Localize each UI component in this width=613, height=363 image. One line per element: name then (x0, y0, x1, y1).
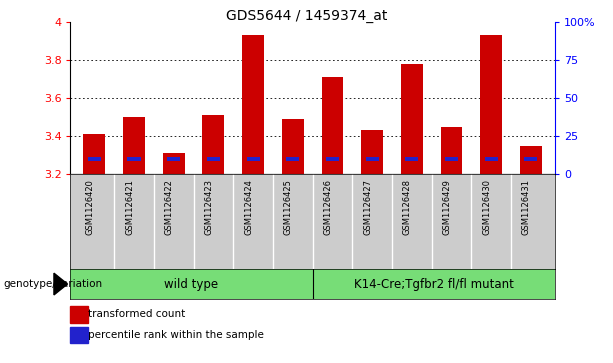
Bar (365, 157, 379, 161)
Bar (441, 127, 462, 174)
Bar (202, 115, 224, 174)
Text: genotype/variation: genotype/variation (3, 279, 102, 289)
Bar (88, 157, 101, 161)
Bar (445, 157, 458, 161)
Text: GSM1126424: GSM1126424 (244, 179, 253, 235)
Bar (282, 119, 303, 174)
Text: GSM1126423: GSM1126423 (204, 179, 213, 235)
Text: GDS5644 / 1459374_at: GDS5644 / 1459374_at (226, 9, 387, 23)
Bar (524, 157, 538, 161)
Text: transformed count: transformed count (88, 309, 185, 319)
Bar (405, 157, 419, 161)
Text: GSM1126429: GSM1126429 (443, 179, 452, 235)
Bar (401, 64, 423, 174)
Bar (242, 35, 264, 174)
Text: GSM1126421: GSM1126421 (125, 179, 134, 235)
Bar (123, 117, 145, 174)
Bar (286, 157, 299, 161)
Bar (326, 157, 339, 161)
Bar (70, 306, 88, 323)
Text: percentile rank within the sample: percentile rank within the sample (88, 330, 264, 340)
Bar (163, 153, 185, 174)
Bar (70, 327, 88, 343)
Text: GSM1126428: GSM1126428 (403, 179, 412, 235)
Bar (246, 157, 260, 161)
Bar (128, 157, 140, 161)
Bar (361, 130, 383, 174)
Text: GSM1126431: GSM1126431 (522, 179, 531, 235)
Text: K14-Cre;Tgfbr2 fl/fl mutant: K14-Cre;Tgfbr2 fl/fl mutant (354, 278, 514, 290)
Bar (322, 77, 343, 174)
Text: wild type: wild type (164, 278, 219, 290)
Text: GSM1126422: GSM1126422 (165, 179, 173, 235)
Text: GSM1126430: GSM1126430 (482, 179, 491, 235)
Text: GSM1126427: GSM1126427 (363, 179, 372, 235)
Bar (481, 35, 502, 174)
Bar (207, 157, 220, 161)
Text: GSM1126425: GSM1126425 (284, 179, 293, 235)
Bar (83, 134, 105, 174)
Text: GSM1126426: GSM1126426 (324, 179, 332, 235)
Bar (520, 146, 542, 174)
Bar (485, 157, 498, 161)
Bar (167, 157, 180, 161)
Text: GSM1126420: GSM1126420 (85, 179, 94, 235)
